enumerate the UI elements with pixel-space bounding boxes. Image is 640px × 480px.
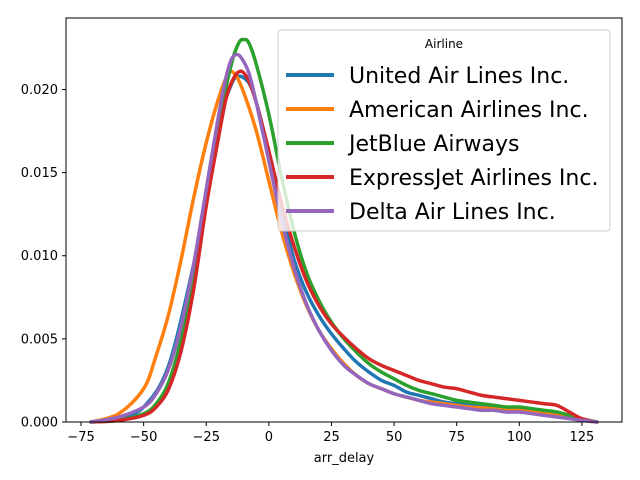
x-tick-label: 125 [570,430,595,445]
legend-label: Delta Air Lines Inc. [349,200,556,225]
legend-label: American Airlines Inc. [349,98,589,123]
x-tick-label: 100 [507,430,532,445]
series-line-5 [89,52,599,424]
x-tick-label: −50 [130,430,157,445]
legend-label: JetBlue Airways [347,132,520,157]
y-axis: 0.000 0.005 0.010 0.015 0.020 [21,83,66,431]
y-tick-label: 0.020 [21,83,58,98]
x-axis-label: arr_delay [314,451,375,466]
y-tick-label: 0.015 [21,166,58,181]
x-tick-label: 0 [265,430,273,445]
legend: Airline United Air Lines Inc. American Ai… [277,29,611,232]
y-tick-label: 0.010 [21,249,58,264]
x-tick-label: 75 [448,430,465,445]
x-axis: −75 −50 −25 0 25 50 75 100 125 [67,422,594,445]
x-tick-label: 50 [386,430,403,445]
x-tick-label: −25 [193,430,220,445]
legend-label: United Air Lines Inc. [349,64,569,89]
series-line-4 [89,69,599,424]
y-tick-label: 0.000 [21,416,58,431]
y-tick-label: 0.005 [21,332,58,347]
series-layer [89,37,599,424]
legend-title: Airline [425,37,463,51]
axes-frame [65,17,623,423]
x-tick-label: 25 [323,430,340,445]
legend-frame [277,29,611,232]
legend-label: ExpressJet Airlines Inc. [349,166,598,191]
x-tick-label: −75 [67,430,94,445]
